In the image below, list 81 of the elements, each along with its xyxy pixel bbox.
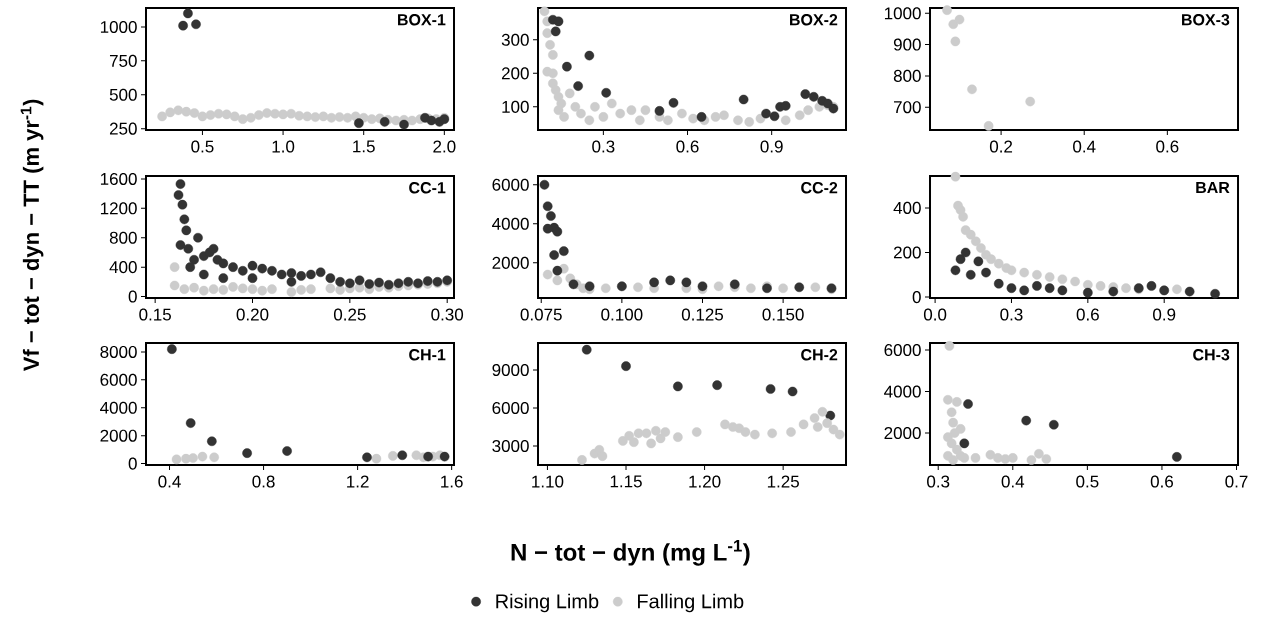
x-tick-label: 0.075	[520, 308, 562, 321]
y-tick-label: 1000	[100, 20, 137, 34]
y-tick-label: 0	[128, 290, 137, 303]
text: N − tot − dyn (mg L$^{-1}$)	[511, 540, 750, 566]
x-tick-label: 0.6	[1156, 140, 1179, 153]
y-tick-label: 4000	[492, 217, 529, 230]
x-tick-label: 1.2	[347, 475, 369, 488]
chart-title: BAR	[1196, 182, 1230, 194]
y-tick-label: 2000	[100, 429, 137, 442]
y-tick-label: 700	[893, 101, 921, 114]
y-tick-label: 400	[893, 201, 921, 214]
x-tick-label: 0.6	[1150, 475, 1174, 488]
x-tick-label: 0.15	[139, 308, 171, 321]
chart-title: CH-1	[409, 349, 446, 361]
x-tick-label: 0.150	[762, 308, 804, 321]
y-tick-label: 1600	[100, 172, 137, 185]
x-tick-label: 0.0	[923, 308, 947, 321]
x-tick-label: 0.8	[252, 475, 275, 488]
y-tick-label: 200	[501, 67, 529, 80]
y-tick-label: 6000	[100, 373, 137, 386]
x-tick-label: 0.4	[1001, 475, 1025, 488]
x-tick-label: 0.100	[601, 308, 643, 321]
y-tick-label: 400	[109, 261, 137, 274]
x-tick-label: 0.20	[236, 308, 269, 321]
y-tick-label: 6000	[884, 344, 921, 357]
x-tick-label: 0.125	[681, 308, 724, 321]
chart-title: CC-2	[801, 182, 838, 194]
y-tick-label: 4000	[884, 385, 921, 398]
chart-title: CH-2	[801, 349, 838, 361]
chart-title: CC-1	[409, 182, 446, 194]
chart-title: BOX-3	[1182, 14, 1230, 26]
y-tick-label: 500	[109, 88, 137, 101]
x-tick-label: 2.0	[433, 140, 456, 153]
y-tick-label: 100	[502, 100, 529, 113]
y-tick-label: 250	[109, 122, 137, 135]
y-tick-label: 0	[128, 457, 137, 470]
y-tick-label: 3000	[492, 439, 529, 453]
x-tick-label: 0.9	[760, 140, 783, 153]
y-tick-label: 6000	[492, 178, 529, 191]
x-tick-label: 1.20	[689, 475, 721, 488]
y-tick-label: 1000	[884, 7, 921, 20]
y-tick-label: 900	[893, 38, 921, 51]
y-tick-label: 300	[501, 33, 529, 46]
chart-title: CH-3	[1193, 349, 1230, 361]
chart-title: BOX-2	[790, 14, 838, 26]
x-tick-label: 0.5	[1076, 475, 1099, 488]
x-tick-label: 0.2	[989, 140, 1013, 153]
x-tick-label: 1.6	[441, 475, 463, 488]
x-tick-label: 0.5	[191, 140, 214, 153]
y-tick-label: 4000	[100, 401, 137, 414]
y-tick-label: 800	[109, 231, 137, 244]
x-tick-label: 0.7	[1225, 475, 1248, 488]
y-tick-label: 1200	[100, 202, 137, 215]
x-tick-label: 0.4	[158, 475, 181, 488]
x-tick-label: 1.25	[767, 475, 799, 488]
x-tick-label: 0.3	[592, 140, 615, 153]
x-tick-label: 1.0	[272, 140, 295, 153]
x-tick-label: 0.4	[1073, 140, 1096, 153]
x-tick-label: 0.9	[1153, 308, 1176, 321]
legend-label: Rising Limb	[496, 593, 599, 613]
y-tick-label: 0	[912, 291, 921, 304]
y-tick-label: 2000	[492, 256, 529, 269]
text: Vf − tot − dyn − TT (m yr$^{-1}$)	[20, 99, 44, 372]
y-tick-label: 750	[109, 54, 137, 67]
y-tick-label: 200	[893, 246, 921, 259]
x-tick-label: 0.25	[333, 308, 366, 321]
y-tick-label: 2000	[884, 427, 921, 440]
x-tick-label: 0.6	[676, 140, 699, 153]
legend-label: Falling Limb	[638, 593, 744, 613]
x-tick-label: 0.30	[431, 308, 464, 321]
y-tick-label: 800	[893, 69, 921, 82]
y-tick-label: 6000	[492, 401, 529, 415]
chart-title: BOX-1	[398, 14, 446, 26]
x-tick-label: 0.3	[927, 475, 950, 488]
x-tick-label: 1.15	[610, 475, 642, 488]
x-tick-label: 0.3	[1000, 308, 1023, 321]
x-tick-label: 1.10	[532, 475, 564, 488]
x-tick-label: 1.5	[353, 140, 375, 153]
y-tick-label: 8000	[100, 345, 137, 358]
y-tick-label: 9000	[492, 363, 529, 376]
x-tick-label: 0.6	[1076, 308, 1099, 321]
